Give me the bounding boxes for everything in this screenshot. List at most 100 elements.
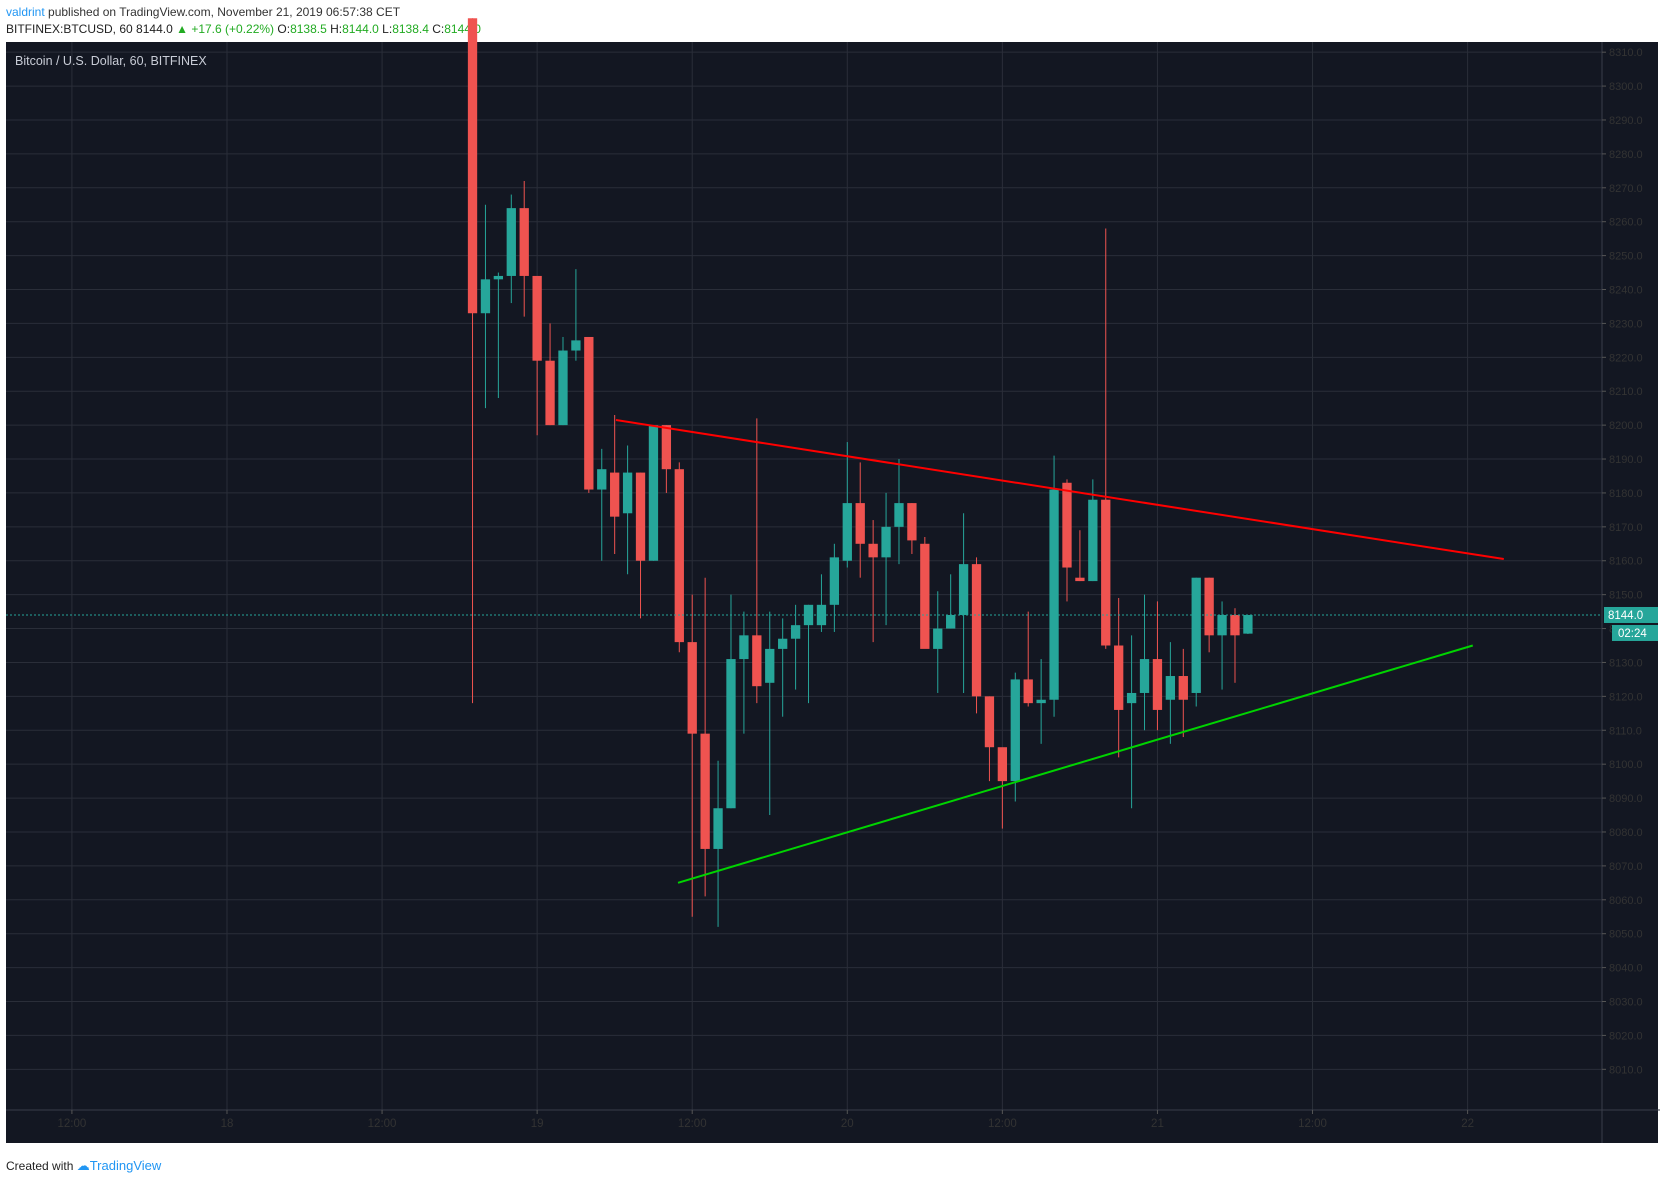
- candle[interactable]: [584, 336, 594, 493]
- candle[interactable]: [894, 459, 904, 565]
- candle[interactable]: [1101, 228, 1111, 649]
- grid-lines: [6, 42, 1602, 1110]
- candle[interactable]: [467, 18, 478, 704]
- candle[interactable]: [687, 594, 697, 917]
- candle[interactable]: [558, 336, 568, 426]
- candle[interactable]: [1049, 455, 1059, 717]
- trend-lines[interactable]: [615, 419, 1504, 884]
- price-tick-label: 8170.0: [1609, 522, 1643, 534]
- candle[interactable]: [1204, 577, 1214, 653]
- candles[interactable]: [467, 18, 1253, 927]
- candle[interactable]: [971, 557, 982, 714]
- candle[interactable]: [506, 194, 516, 304]
- open-value: 8138.5: [290, 22, 327, 36]
- candle[interactable]: [713, 760, 723, 927]
- candle[interactable]: [1152, 601, 1163, 731]
- candle[interactable]: [816, 574, 827, 632]
- symbol-label: BITFINEX:BTCUSD, 60: [6, 22, 133, 36]
- candle[interactable]: [920, 537, 930, 649]
- candle[interactable]: [648, 425, 659, 561]
- candle[interactable]: [1139, 594, 1150, 731]
- candle-body: [816, 604, 827, 626]
- price-tick-label: 8010.0: [1609, 1064, 1643, 1076]
- candle[interactable]: [610, 414, 620, 554]
- candle-body: [700, 733, 710, 849]
- tradingview-logo-icon[interactable]: ☁: [76, 1158, 90, 1173]
- candle[interactable]: [545, 323, 555, 426]
- tradingview-brand[interactable]: TradingView: [89, 1158, 162, 1173]
- time-axis[interactable]: 12:00 18 12:00 19 12:00 20 12:00 21 12:00 22: [58, 1110, 1474, 1130]
- candle[interactable]: [881, 492, 891, 626]
- candle[interactable]: [661, 425, 672, 493]
- candle[interactable]: [1243, 614, 1253, 634]
- candle-body: [648, 425, 659, 561]
- support-trendline[interactable]: [677, 644, 1474, 884]
- candle-body: [894, 503, 904, 527]
- price-tick-label: 8060.0: [1609, 895, 1643, 907]
- candle[interactable]: [1165, 642, 1176, 744]
- candle[interactable]: [1010, 672, 1020, 802]
- candle[interactable]: [842, 442, 852, 568]
- candle[interactable]: [519, 181, 529, 317]
- candle-body: [506, 208, 516, 276]
- candle[interactable]: [726, 594, 736, 809]
- price-tick-label: 8100.0: [1609, 759, 1643, 771]
- candle-body: [622, 472, 633, 514]
- candle[interactable]: [778, 618, 788, 717]
- candle[interactable]: [946, 574, 956, 629]
- time-tick-label: 22: [1461, 1118, 1474, 1130]
- candle[interactable]: [1178, 648, 1188, 738]
- candle-body: [480, 279, 491, 314]
- candle-body: [933, 628, 943, 649]
- candle[interactable]: [597, 448, 607, 561]
- candle[interactable]: [1126, 635, 1137, 809]
- resistance-trendline[interactable]: [615, 419, 1504, 561]
- candle[interactable]: [868, 520, 878, 643]
- candle[interactable]: [700, 577, 710, 897]
- candle[interactable]: [1230, 608, 1240, 683]
- time-tick-label: 18: [221, 1118, 234, 1130]
- candle[interactable]: [997, 747, 1008, 829]
- price-tick-label: 8240.0: [1609, 285, 1643, 297]
- candle[interactable]: [1217, 601, 1227, 690]
- candle[interactable]: [635, 472, 646, 619]
- price-tick-label: 8150.0: [1609, 590, 1643, 602]
- candle[interactable]: [674, 462, 684, 653]
- candle[interactable]: [1023, 611, 1033, 707]
- candle[interactable]: [958, 513, 969, 693]
- candle[interactable]: [765, 611, 775, 816]
- candle[interactable]: [1062, 479, 1072, 602]
- candle-body: [687, 642, 697, 734]
- candle-body: [532, 275, 542, 361]
- price-tick-label: 8220.0: [1609, 352, 1643, 364]
- candle-body: [765, 648, 775, 683]
- candle[interactable]: [480, 204, 491, 409]
- candle[interactable]: [855, 462, 865, 578]
- candle[interactable]: [803, 604, 814, 704]
- candle[interactable]: [622, 445, 633, 575]
- candle[interactable]: [532, 275, 542, 436]
- candle[interactable]: [790, 604, 801, 690]
- candle-body: [519, 208, 529, 276]
- candle[interactable]: [1088, 479, 1098, 582]
- time-tick-label: 19: [531, 1118, 544, 1130]
- candle[interactable]: [571, 269, 581, 361]
- candle[interactable]: [933, 591, 943, 693]
- author-name[interactable]: valdrint: [6, 5, 45, 19]
- candle-body: [1139, 659, 1150, 693]
- candle-body: [1023, 679, 1033, 704]
- candle[interactable]: [1114, 598, 1124, 758]
- created-with-text: Created with: [6, 1159, 74, 1173]
- price-tick-label: 8090.0: [1609, 793, 1643, 805]
- candle[interactable]: [1036, 659, 1046, 744]
- candle[interactable]: [493, 272, 504, 398]
- candle[interactable]: [907, 503, 917, 554]
- candle[interactable]: [752, 418, 762, 704]
- candle[interactable]: [739, 611, 749, 734]
- candle[interactable]: [984, 696, 995, 782]
- candle[interactable]: [829, 543, 840, 632]
- candle[interactable]: [1075, 530, 1085, 582]
- price-tick-label: 8070.0: [1609, 861, 1643, 873]
- candle[interactable]: [1191, 577, 1201, 707]
